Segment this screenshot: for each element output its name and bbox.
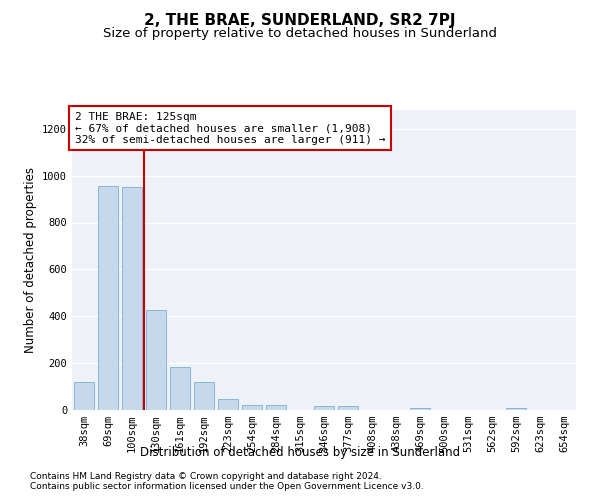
Bar bbox=[146, 310, 166, 410]
Text: 2, THE BRAE, SUNDERLAND, SR2 7PJ: 2, THE BRAE, SUNDERLAND, SR2 7PJ bbox=[144, 12, 456, 28]
Bar bbox=[242, 406, 262, 410]
Bar bbox=[122, 188, 142, 410]
Text: Size of property relative to detached houses in Sunderland: Size of property relative to detached ho… bbox=[103, 28, 497, 40]
Bar bbox=[218, 400, 238, 410]
Bar bbox=[170, 366, 190, 410]
Bar bbox=[314, 406, 334, 410]
Text: 2 THE BRAE: 125sqm
← 67% of detached houses are smaller (1,908)
32% of semi-deta: 2 THE BRAE: 125sqm ← 67% of detached hou… bbox=[74, 112, 385, 144]
Bar bbox=[74, 382, 94, 410]
Bar bbox=[98, 186, 118, 410]
Y-axis label: Number of detached properties: Number of detached properties bbox=[23, 167, 37, 353]
Bar bbox=[338, 406, 358, 410]
Bar bbox=[410, 408, 430, 410]
Text: Distribution of detached houses by size in Sunderland: Distribution of detached houses by size … bbox=[140, 446, 460, 459]
Text: Contains HM Land Registry data © Crown copyright and database right 2024.: Contains HM Land Registry data © Crown c… bbox=[30, 472, 382, 481]
Bar bbox=[194, 382, 214, 410]
Bar bbox=[266, 406, 286, 410]
Bar bbox=[506, 408, 526, 410]
Text: Contains public sector information licensed under the Open Government Licence v3: Contains public sector information licen… bbox=[30, 482, 424, 491]
